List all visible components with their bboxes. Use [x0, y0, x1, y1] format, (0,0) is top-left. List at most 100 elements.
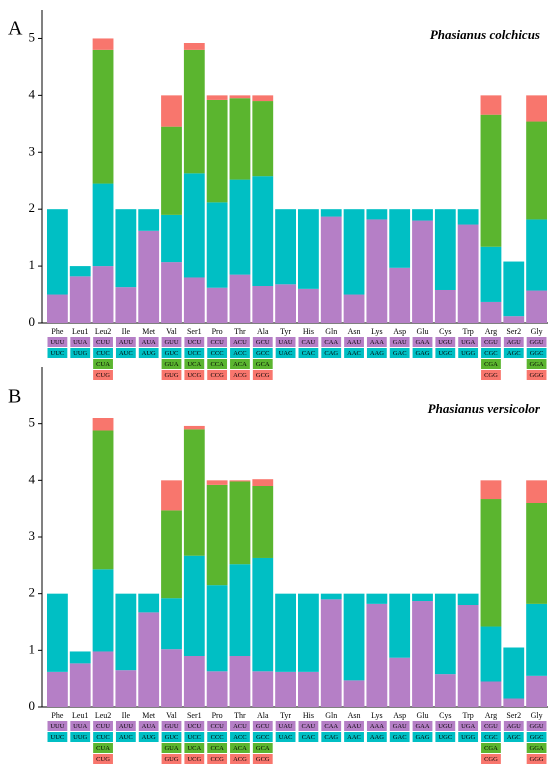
codon-label: GAC	[393, 350, 407, 357]
bar-segment	[457, 593, 479, 605]
codon-label: GGG	[530, 372, 544, 379]
codon-box	[526, 348, 547, 358]
codon-box	[47, 348, 68, 358]
codon-box	[481, 348, 501, 358]
bar-segment	[161, 480, 182, 511]
x-tick-label: Lys	[371, 327, 383, 336]
x-tick-label: Trp	[462, 711, 473, 720]
bar-segment	[138, 612, 160, 707]
codon-label: AAC	[347, 734, 361, 741]
codon-box	[93, 743, 113, 753]
bar-segment	[526, 675, 547, 707]
codon-box	[70, 721, 91, 731]
x-tick-label: Phe	[51, 711, 63, 720]
x-tick-label: Met	[142, 327, 156, 336]
codon-label: UUC	[51, 350, 65, 357]
codon-box	[366, 721, 387, 731]
bar-segment	[389, 209, 411, 268]
y-tick-label: 3	[29, 528, 36, 543]
bar-segment	[275, 593, 296, 672]
bar-segment	[343, 593, 365, 681]
codon-box	[230, 721, 250, 731]
bar-segment	[69, 651, 91, 664]
codon-label: CUA	[96, 361, 110, 368]
bar-segment	[320, 209, 342, 217]
codon-box	[252, 743, 273, 753]
codon-label: AGC	[507, 350, 521, 357]
codon-box	[252, 754, 273, 764]
x-tick-label: Arg	[485, 327, 497, 336]
bar-segment	[92, 266, 114, 323]
bar-segment	[161, 126, 182, 215]
codon-box	[138, 337, 159, 347]
codon-box	[389, 337, 410, 347]
x-tick-label: Ser1	[187, 327, 202, 336]
x-tick-label: Ile	[122, 327, 131, 336]
codon-label: GAG	[415, 350, 429, 357]
codon-box	[161, 732, 182, 742]
bar-segment	[343, 294, 365, 323]
codon-label: UUC	[51, 734, 65, 741]
bar-segment	[480, 499, 502, 627]
bar-segment	[183, 425, 205, 430]
bar-segment	[298, 593, 319, 672]
codon-label: GCG	[256, 756, 270, 763]
codon-label: CCG	[210, 372, 224, 379]
x-tick-label: Lys	[371, 711, 383, 720]
codon-box	[230, 337, 250, 347]
bar-segment	[115, 287, 137, 323]
bar-segment	[183, 555, 205, 656]
codon-label: CAG	[324, 734, 338, 741]
codon-box	[252, 370, 273, 380]
codon-box	[184, 721, 205, 731]
x-tick-label: Gln	[325, 327, 337, 336]
codon-box	[366, 348, 387, 358]
codon-label: GAG	[415, 734, 429, 741]
codon-box	[70, 337, 91, 347]
codon-box	[412, 337, 433, 347]
codon-label: AAU	[347, 339, 361, 346]
codon-box	[184, 359, 205, 369]
codon-box	[207, 732, 228, 742]
bar-segment	[252, 479, 274, 486]
bar-segment	[161, 262, 182, 323]
codon-label: GUG	[164, 372, 178, 379]
bar-segment	[115, 670, 137, 707]
codon-label: AAU	[347, 723, 361, 730]
codon-label: GUA	[164, 745, 178, 752]
codon-box	[230, 348, 250, 358]
x-tick-label: Thr	[234, 327, 246, 336]
codon-box	[481, 337, 501, 347]
codon-label: UAC	[279, 350, 293, 357]
bar-segment	[503, 261, 525, 317]
bar-segment	[252, 176, 274, 287]
x-tick-label: Glu	[417, 327, 429, 336]
bar-segment	[206, 95, 228, 100]
codon-box	[298, 721, 319, 731]
codon-label: GUC	[165, 734, 179, 741]
x-tick-label: His	[303, 711, 314, 720]
codon-box	[275, 721, 296, 731]
codon-label: UUA	[73, 723, 87, 730]
codon-label: CUA	[96, 745, 110, 752]
codon-box	[321, 337, 342, 347]
bar-segment	[229, 98, 251, 180]
x-tick-label: Trp	[462, 327, 473, 336]
y-tick-label: 5	[29, 29, 36, 44]
codon-label: GAU	[393, 339, 407, 346]
codon-box	[412, 348, 433, 358]
bar-segment	[92, 418, 114, 431]
codon-label: AGC	[507, 734, 521, 741]
codon-label: AAA	[370, 723, 384, 730]
codon-label: ACC	[233, 734, 246, 741]
bar-segment	[434, 674, 456, 707]
codon-label: GCC	[256, 734, 269, 741]
codon-label: GGU	[530, 339, 544, 346]
codon-label: AUG	[142, 350, 156, 357]
codon-label: UCC	[188, 734, 201, 741]
codon-label: CGG	[484, 756, 498, 763]
x-tick-label: Ser2	[506, 327, 521, 336]
bar-segment	[206, 287, 228, 323]
bar-segment	[412, 220, 433, 323]
codon-label: UGG	[461, 734, 475, 741]
